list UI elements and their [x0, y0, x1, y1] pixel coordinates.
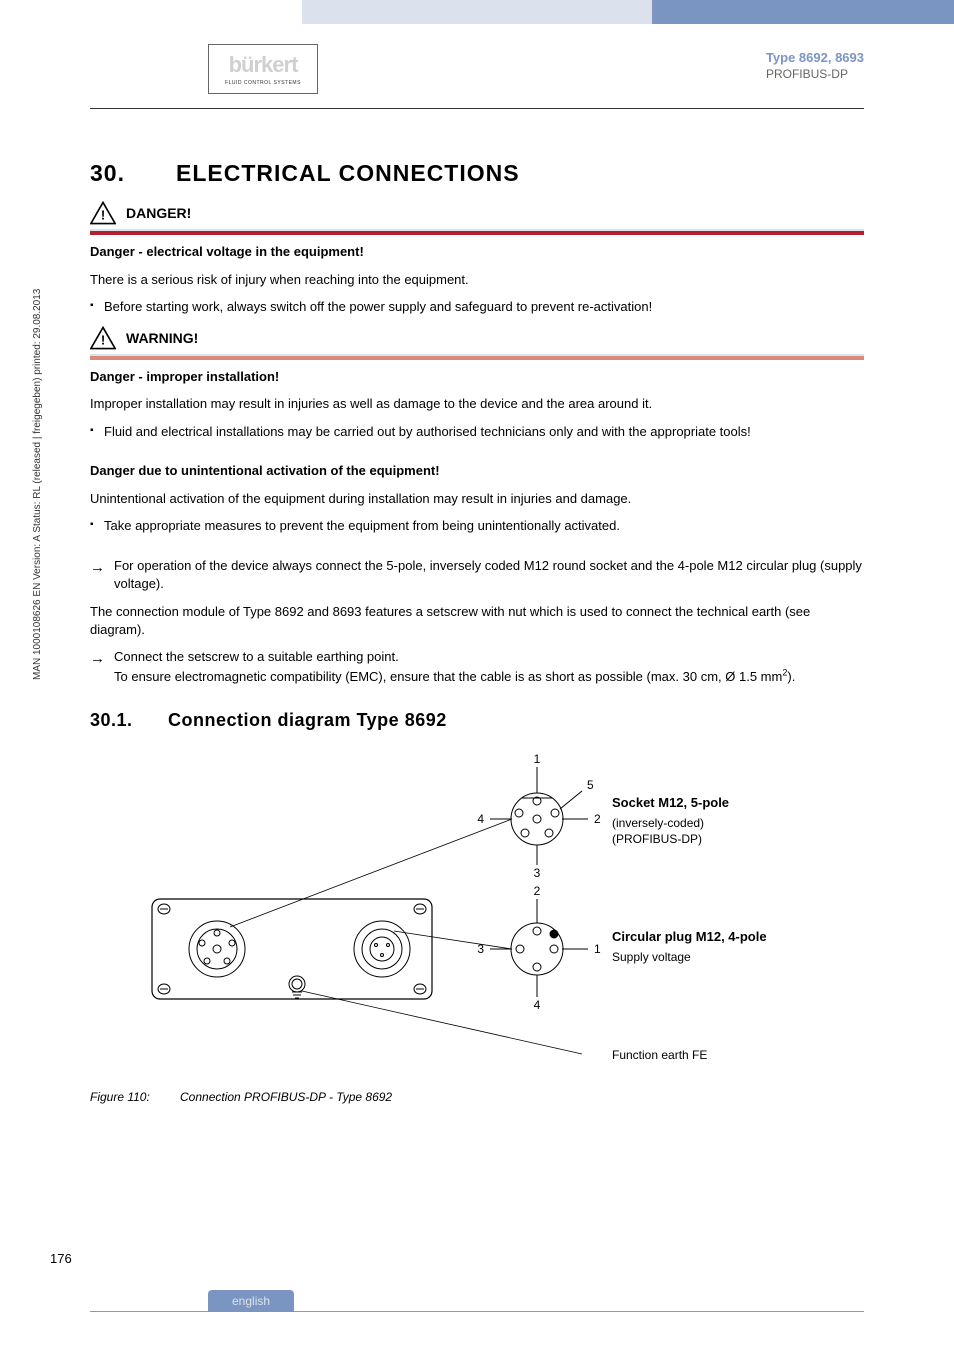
figure-caption: Figure 110:Connection PROFIBUS-DP - Type… [90, 1090, 864, 1104]
pin-label: 2 [534, 884, 541, 898]
svg-text:!: ! [101, 332, 105, 347]
subsection-num: 30.1. [90, 710, 168, 731]
plug4-sub: Supply voltage [612, 950, 691, 964]
connection-diagram: 1 5 2 3 4 Socket M12, 5-pole (inversely-… [90, 749, 864, 1079]
figure-num: Figure 110: [90, 1090, 180, 1104]
pin-label: 3 [534, 866, 541, 880]
doc-type-line: Type 8692, 8693 [766, 50, 864, 65]
page-content: 30.ELECTRICAL CONNECTIONS ! DANGER! Dang… [90, 160, 864, 1104]
warning-text2: Unintentional activation of the equipmen… [90, 490, 864, 508]
socket5-sub2: (PROFIBUS-DP) [612, 832, 702, 846]
danger-label: DANGER! [126, 205, 191, 221]
warning-heading1: Danger - improper installation! [90, 368, 864, 386]
warning-label: WARNING! [126, 330, 198, 346]
figure-text: Connection PROFIBUS-DP - Type 8692 [180, 1090, 392, 1104]
note-arrow2-line2: To ensure electromagnetic compatibility … [114, 669, 795, 684]
danger-text: There is a serious risk of injury when r… [90, 271, 864, 289]
pin-label: 3 [477, 942, 484, 956]
danger-heading: Danger - electrical voltage in the equip… [90, 243, 864, 261]
header-rule [90, 108, 864, 109]
socket5-sub1: (inversely-coded) [612, 816, 704, 830]
note-arrow2: Connect the setscrew to a suitable earth… [90, 648, 864, 686]
warning-bullet2: Take appropriate measures to prevent the… [90, 517, 864, 535]
doc-sub-line: PROFIBUS-DP [766, 67, 864, 81]
footer-language: english [208, 1290, 294, 1312]
plug4-title: Circular plug M12, 4-pole [612, 929, 767, 944]
note-arrow2-line1: Connect the setscrew to a suitable earth… [114, 649, 399, 664]
pin-label: 1 [594, 942, 601, 956]
section-num: 30. [90, 160, 176, 187]
pin-label: 5 [587, 778, 594, 792]
pin-label: 4 [534, 998, 541, 1012]
side-metadata: MAN 1000108626 EN Version: A Status: RL … [32, 289, 43, 680]
danger-bullet: Before starting work, always switch off … [90, 298, 864, 316]
warning-bullet1: Fluid and electrical installations may b… [90, 423, 864, 441]
svg-text:!: ! [101, 208, 105, 223]
section-title: ELECTRICAL CONNECTIONS [176, 160, 520, 186]
subsection-heading: 30.1.Connection diagram Type 8692 [90, 710, 864, 731]
socket5-title: Socket M12, 5-pole [612, 795, 729, 810]
danger-rule [90, 229, 864, 235]
doc-title-block: Type 8692, 8693 PROFIBUS-DP [766, 50, 864, 81]
warning-header: ! WARNING! [90, 326, 864, 350]
footer-line [90, 1311, 864, 1312]
note-paragraph: The connection module of Type 8692 and 8… [90, 603, 864, 638]
warning-heading2: Danger due to unintentional activation o… [90, 462, 864, 480]
note-arrow1: For operation of the device always conne… [90, 557, 864, 593]
warning-rule [90, 354, 864, 360]
logo-subtext: FLUID CONTROL SYSTEMS [225, 80, 301, 86]
danger-icon: ! [90, 201, 116, 225]
fe-label: Function earth FE [612, 1048, 707, 1062]
danger-header: ! DANGER! [90, 201, 864, 225]
section-heading: 30.ELECTRICAL CONNECTIONS [90, 160, 864, 187]
subsection-title: Connection diagram Type 8692 [168, 710, 447, 730]
pin-label: 1 [534, 752, 541, 766]
page-number: 176 [50, 1251, 72, 1266]
header-bar-dark [652, 0, 954, 24]
warning-icon: ! [90, 326, 116, 350]
logo-text: bürkert [229, 52, 298, 78]
pin-label: 2 [594, 812, 601, 826]
logo: bürkert FLUID CONTROL SYSTEMS [208, 44, 318, 94]
warning-text1: Improper installation may result in inju… [90, 395, 864, 413]
pin-label: 4 [477, 812, 484, 826]
